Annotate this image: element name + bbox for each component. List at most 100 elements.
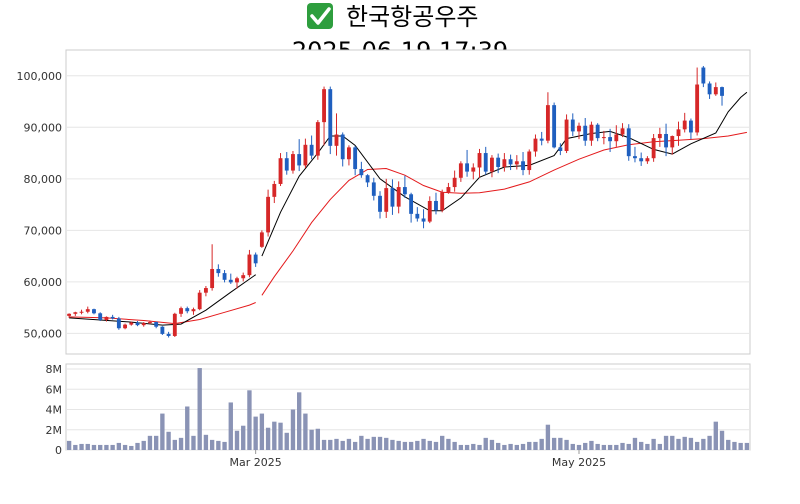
check-mark-glyph — [310, 7, 331, 25]
candle-body — [558, 147, 563, 151]
volume-bar — [73, 444, 78, 450]
candle-body — [365, 175, 370, 183]
candle-body — [664, 133, 668, 148]
volume-bar — [458, 444, 464, 450]
volume-bar — [670, 435, 675, 450]
price-tick-label: 60,000 — [24, 276, 63, 289]
volume-bar — [110, 444, 115, 450]
volume-bar — [222, 441, 227, 450]
candle-body — [645, 158, 650, 162]
candle-body — [166, 333, 171, 336]
candle-body — [384, 188, 389, 212]
volume-bar — [744, 442, 750, 450]
volume-bar — [427, 440, 432, 450]
volume-bar — [253, 416, 258, 450]
volume-y-axis: 0 2M 4M 6M 8M — [46, 363, 63, 457]
candle-body — [452, 177, 457, 188]
volume-bar — [228, 402, 233, 450]
candle-body — [85, 309, 90, 312]
candle-body — [247, 254, 252, 276]
volume-bar — [135, 442, 140, 450]
candle-body — [434, 200, 438, 211]
volume-bar — [446, 438, 451, 450]
candle-body — [527, 151, 532, 171]
candle-body — [129, 322, 134, 325]
candle-body — [222, 273, 227, 280]
volume-bar — [738, 442, 743, 450]
candle-body — [297, 154, 302, 166]
candle-body — [98, 313, 103, 320]
volume-bar — [141, 440, 146, 450]
volume-bar — [309, 429, 314, 450]
candle-body — [465, 163, 470, 172]
volume-bar — [334, 438, 339, 450]
candle-body — [235, 278, 239, 283]
volume-bar — [564, 439, 569, 450]
volume-bar — [645, 443, 650, 450]
candle-body — [521, 161, 525, 171]
volume-bar — [390, 439, 395, 450]
candle-body — [514, 161, 519, 165]
candle-body — [346, 147, 351, 160]
candle-body — [116, 318, 121, 329]
volume-bar — [440, 435, 445, 450]
volume-bar — [272, 421, 277, 450]
ma-long-segment — [261, 131, 747, 296]
volume-bar — [583, 442, 588, 450]
candle-body — [272, 183, 277, 197]
volume-bar — [701, 438, 706, 450]
candle-body — [203, 288, 208, 293]
volume-bar — [396, 440, 401, 450]
volume-bar — [321, 439, 327, 450]
volume-bar — [533, 441, 538, 450]
candle-body — [253, 254, 258, 264]
candle-body — [421, 218, 426, 222]
volume-bar — [589, 440, 594, 450]
x-tick-label: May 2025 — [552, 456, 606, 469]
price-y-axis: 50,000 60,000 70,000 80,000 90,000 100,000 — [17, 70, 63, 341]
candle-body — [328, 89, 333, 146]
volume-bar — [707, 435, 712, 450]
volume-bar — [676, 438, 681, 450]
volume-bar — [719, 430, 725, 450]
volume-bar — [570, 443, 575, 450]
volume-bar — [153, 435, 159, 450]
candle-body — [626, 128, 631, 157]
candle-body — [564, 119, 569, 151]
volume-bar — [98, 444, 103, 450]
candle-body — [427, 200, 432, 222]
volume-tick-label: 0 — [55, 444, 62, 457]
candle-body — [458, 163, 463, 178]
candle-body — [284, 158, 289, 171]
volume-bar — [726, 439, 731, 450]
volume-bar — [471, 443, 476, 450]
candle-body — [334, 134, 339, 146]
candle-body — [73, 312, 78, 314]
volume-bar — [421, 438, 426, 450]
candle-body — [172, 313, 177, 336]
volume-bar — [632, 437, 638, 450]
volume-bar — [558, 437, 563, 450]
volume-bar — [216, 440, 221, 450]
candle-body — [402, 187, 407, 195]
volume-bar — [79, 443, 84, 450]
candle-body — [160, 326, 165, 334]
volume-plot-area — [65, 363, 751, 451]
volume-bar — [520, 443, 526, 450]
volume-bar — [91, 444, 97, 450]
volume-bar — [265, 427, 271, 450]
volume-tick-label: 8M — [46, 363, 63, 376]
price-panel: 50,000 60,000 70,000 80,000 90,000 100,000 — [17, 49, 751, 355]
price-tick-label: 70,000 — [24, 224, 63, 237]
volume-bar — [607, 444, 613, 450]
volume-bar — [601, 444, 607, 450]
candle-body — [185, 308, 190, 312]
volume-tick-label: 6M — [46, 383, 63, 396]
candle-body — [695, 84, 700, 133]
candle-body — [676, 129, 681, 137]
candle-body — [241, 275, 246, 279]
volume-bar — [66, 440, 72, 450]
volume-bar — [346, 438, 352, 450]
candle-body — [496, 157, 501, 167]
volume-bar — [147, 435, 153, 450]
